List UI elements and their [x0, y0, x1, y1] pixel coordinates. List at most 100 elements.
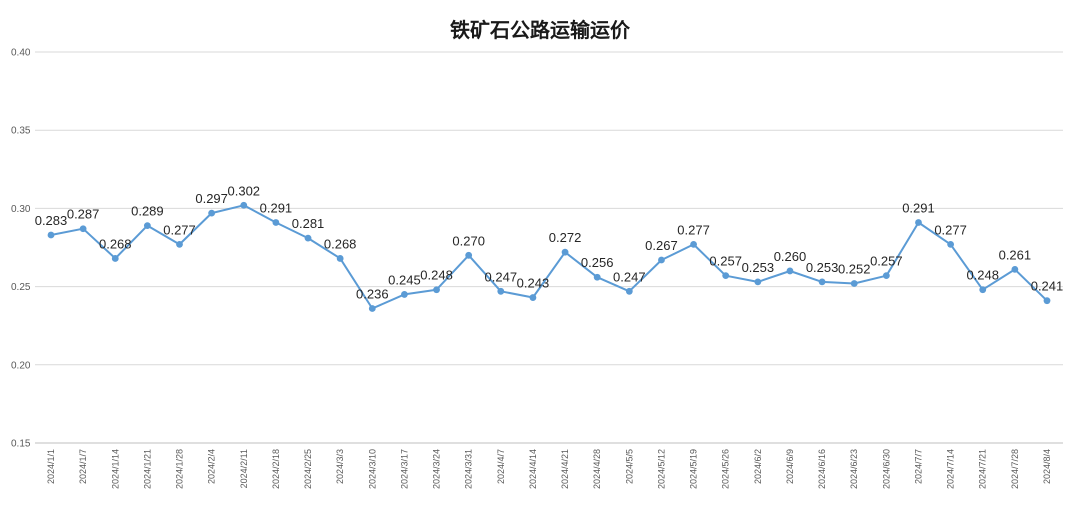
data-label: 0.245: [388, 272, 421, 287]
data-label: 0.268: [99, 236, 132, 251]
series-line: [50, 204, 1048, 310]
data-label: 0.241: [1031, 279, 1064, 294]
data-label: 0.272: [549, 230, 582, 245]
data-point: [979, 286, 987, 294]
data-label: 0.267: [645, 238, 678, 253]
data-point: [304, 234, 312, 242]
x-tick-label: 2024/4/14: [528, 449, 538, 489]
data-label: 0.291: [902, 200, 935, 215]
data-point: [529, 294, 537, 301]
x-tick-label: 2024/7/14: [946, 449, 956, 489]
x-tick-label: 2024/5/5: [624, 449, 634, 484]
data-label: 0.257: [709, 254, 742, 269]
data-point: [818, 278, 826, 286]
x-tick-label: 2024/6/9: [785, 449, 795, 484]
data-point: [465, 251, 473, 259]
x-tick-label: 2024/6/30: [881, 449, 891, 489]
x-tick-label: 2024/3/17: [399, 449, 409, 489]
data-point: [272, 219, 280, 226]
y-tick-label: 0.25: [11, 282, 31, 293]
data-label: 0.252: [838, 261, 871, 276]
data-point: [1043, 297, 1051, 305]
data-label: 0.270: [452, 233, 485, 248]
data-point: [754, 278, 762, 286]
data-label: 0.283: [35, 213, 68, 228]
data-point: [401, 291, 408, 298]
x-tick-label: 2024/2/18: [271, 449, 281, 489]
x-tick-label: 2024/2/4: [207, 449, 217, 484]
data-point: [947, 240, 955, 248]
y-tick-label: 0.15: [11, 439, 31, 450]
data-label: 0.277: [163, 222, 196, 237]
x-tick-label: 2024/3/3: [335, 449, 345, 484]
data-point: [1011, 265, 1019, 273]
data-label: 0.291: [260, 200, 293, 215]
data-label: 0.277: [934, 222, 967, 237]
data-point: [176, 240, 183, 248]
data-label: 0.247: [485, 269, 518, 284]
data-point: [786, 267, 794, 275]
data-label: 0.248: [966, 268, 999, 283]
x-tick-label: 2024/8/4: [1042, 449, 1052, 484]
data-point: [336, 255, 344, 262]
data-label: 0.261: [999, 247, 1032, 262]
data-label: 0.268: [324, 236, 357, 251]
data-point: [882, 272, 890, 280]
data-label: 0.243: [517, 276, 550, 291]
x-tick-label: 2024/1/21: [142, 449, 152, 489]
x-tick-label: 2024/6/2: [753, 449, 763, 484]
data-point: [433, 286, 440, 294]
data-label: 0.236: [356, 286, 389, 301]
data-label: 0.297: [195, 191, 228, 206]
data-label: 0.289: [131, 204, 164, 219]
x-tick-label: 2024/4/21: [560, 449, 570, 489]
y-tick-label: 0.20: [11, 360, 31, 371]
data-label: 0.256: [581, 255, 614, 270]
x-tick-label: 2024/5/19: [689, 449, 699, 489]
x-tick-label: 2024/6/23: [849, 449, 859, 489]
x-tick-label: 2024/3/24: [432, 449, 442, 489]
x-tick-label: 2024/3/10: [367, 449, 377, 489]
data-point: [79, 225, 87, 233]
data-label: 0.302: [228, 183, 261, 198]
data-label: 0.281: [292, 216, 325, 231]
data-label: 0.253: [806, 260, 839, 275]
data-point: [561, 248, 569, 256]
data-label: 0.277: [677, 222, 710, 237]
data-label: 0.253: [742, 260, 775, 275]
data-point: [850, 280, 858, 287]
x-tick-label: 2024/2/11: [239, 449, 249, 488]
x-tick-label: 2024/1/14: [110, 449, 120, 489]
x-tick-label: 2024/1/7: [78, 449, 88, 484]
data-label: 0.257: [870, 254, 903, 269]
data-point: [625, 287, 633, 295]
data-point: [240, 201, 248, 209]
data-point: [208, 209, 216, 217]
x-tick-label: 2024/1/28: [175, 449, 185, 489]
data-label: 0.247: [613, 269, 646, 284]
data-label: 0.287: [67, 207, 100, 222]
x-tick-label: 2024/4/7: [496, 449, 506, 484]
chart-title: 铁矿石公路运输运价: [450, 18, 630, 42]
y-tick-label: 0.30: [11, 204, 31, 215]
x-tick-label: 2024/7/21: [978, 449, 988, 489]
x-tick-label: 2024/5/12: [656, 449, 666, 489]
x-tick-label: 2024/3/31: [464, 449, 474, 489]
data-point: [722, 272, 730, 280]
data-point: [658, 256, 665, 264]
x-tick-label: 2024/1/1: [46, 449, 56, 484]
data-point: [915, 219, 922, 226]
x-tick-label: 2024/5/26: [721, 449, 731, 489]
data-point: [368, 305, 376, 312]
data-label: 0.260: [774, 249, 807, 264]
data-point: [47, 231, 55, 239]
data-point: [497, 287, 505, 295]
data-label: 0.248: [420, 268, 453, 283]
data-point: [690, 240, 697, 248]
y-tick-label: 0.35: [11, 126, 31, 137]
data-point: [593, 273, 601, 281]
x-tick-label: 2024/7/7: [913, 449, 923, 484]
x-tick-label: 2024/4/28: [592, 449, 602, 489]
x-tick-label: 2024/6/16: [817, 449, 827, 489]
